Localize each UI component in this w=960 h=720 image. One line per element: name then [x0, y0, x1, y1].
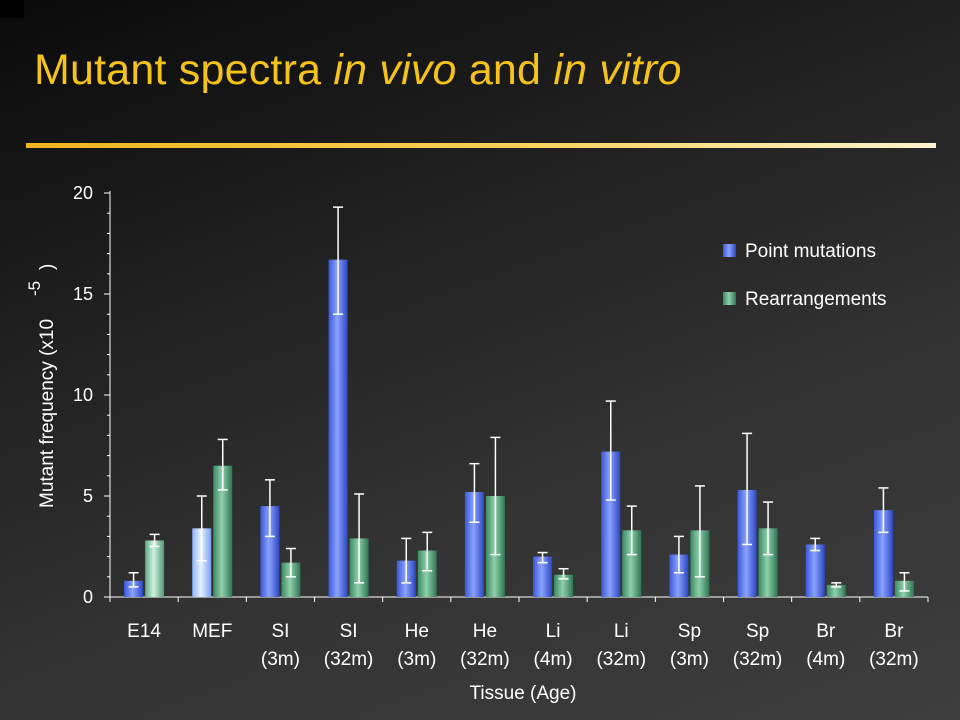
slide-title: Mutant spectra in vivo and in vitro	[34, 46, 682, 95]
x-tick-label: SI	[271, 621, 289, 642]
x-tick-label: He	[473, 621, 497, 642]
y-axis-title-text: Mutant frequency (x10	[37, 319, 58, 508]
x-tick-sublabel: (32m)	[596, 649, 646, 670]
legend-label: Rearrangements	[745, 289, 887, 310]
title-text-1: Mutant spectra	[34, 46, 334, 94]
y-axis-title-close: )	[37, 264, 58, 270]
point-mutation-bar	[260, 506, 280, 597]
point-mutation-bar	[669, 554, 689, 597]
rearrangement-bar	[622, 530, 642, 597]
y-tick-label: 0	[83, 587, 93, 607]
x-tick-sublabel: (32m)	[460, 649, 510, 670]
x-tick-label: He	[405, 621, 429, 642]
x-tick-sublabel: (32m)	[324, 649, 374, 670]
y-tick-label: 15	[73, 284, 93, 304]
x-tick-sublabel: (3m)	[670, 649, 709, 670]
x-tick-label: Sp	[678, 621, 701, 642]
rearrangement-bar	[213, 465, 233, 597]
corner-mark	[0, 0, 24, 18]
y-tick-label: 20	[73, 183, 93, 203]
rearrangement-bar	[417, 550, 437, 597]
point-mutation-bar	[601, 451, 621, 597]
legend-item-rearrangements: Rearrangements	[723, 289, 887, 310]
y-tick-label: 10	[73, 385, 93, 405]
point-mutation-bar	[192, 528, 212, 597]
x-tick-label: Li	[546, 621, 561, 642]
title-text-in-vivo: in vivo	[333, 46, 457, 94]
title-underline	[26, 143, 936, 148]
x-tick-label: Li	[614, 621, 629, 642]
x-tick-sublabel: (32m)	[869, 649, 919, 670]
y-tick-label: 5	[83, 486, 93, 506]
y-axis-title: Mutant frequency (x10 -5)	[25, 264, 58, 508]
legend-label: Point mutations	[745, 241, 876, 262]
x-tick-sublabel: (32m)	[733, 649, 783, 670]
title-text-in-vitro: in vitro	[553, 46, 682, 94]
x-tick-sublabel: (3m)	[397, 649, 436, 670]
rearrangement-bar	[281, 562, 301, 597]
point-mutation-bar	[805, 544, 825, 597]
y-axis-title-exponent: -5	[25, 281, 44, 296]
point-mutation-bar	[464, 491, 484, 597]
point-mutation-bar	[328, 259, 348, 597]
rearrangement-bar	[145, 540, 165, 597]
rearrangement-bar	[758, 528, 778, 597]
title-text-and: and	[456, 46, 554, 94]
x-axis-title: Tissue (Age)	[470, 683, 577, 704]
x-tick-label: SI	[340, 621, 358, 642]
x-tick-label: Sp	[746, 621, 769, 642]
x-tick-label: Br	[884, 621, 904, 642]
point-mutation-bar	[533, 556, 553, 597]
x-tick-sublabel: (3m)	[261, 649, 300, 670]
legend-swatch	[723, 292, 736, 305]
x-tick-sublabel: (4m)	[806, 649, 845, 670]
x-tick-label: E14	[127, 621, 161, 642]
legend-swatch	[723, 244, 736, 257]
x-tick-label: MEF	[192, 621, 232, 642]
x-tick-label: Br	[816, 621, 836, 642]
rearrangement-bar	[826, 584, 846, 597]
x-tick-sublabel: (4m)	[534, 649, 573, 670]
point-mutation-bar	[124, 580, 144, 597]
rearrangement-bar	[554, 574, 574, 597]
legend-item-point-mutations: Point mutations	[723, 241, 876, 262]
